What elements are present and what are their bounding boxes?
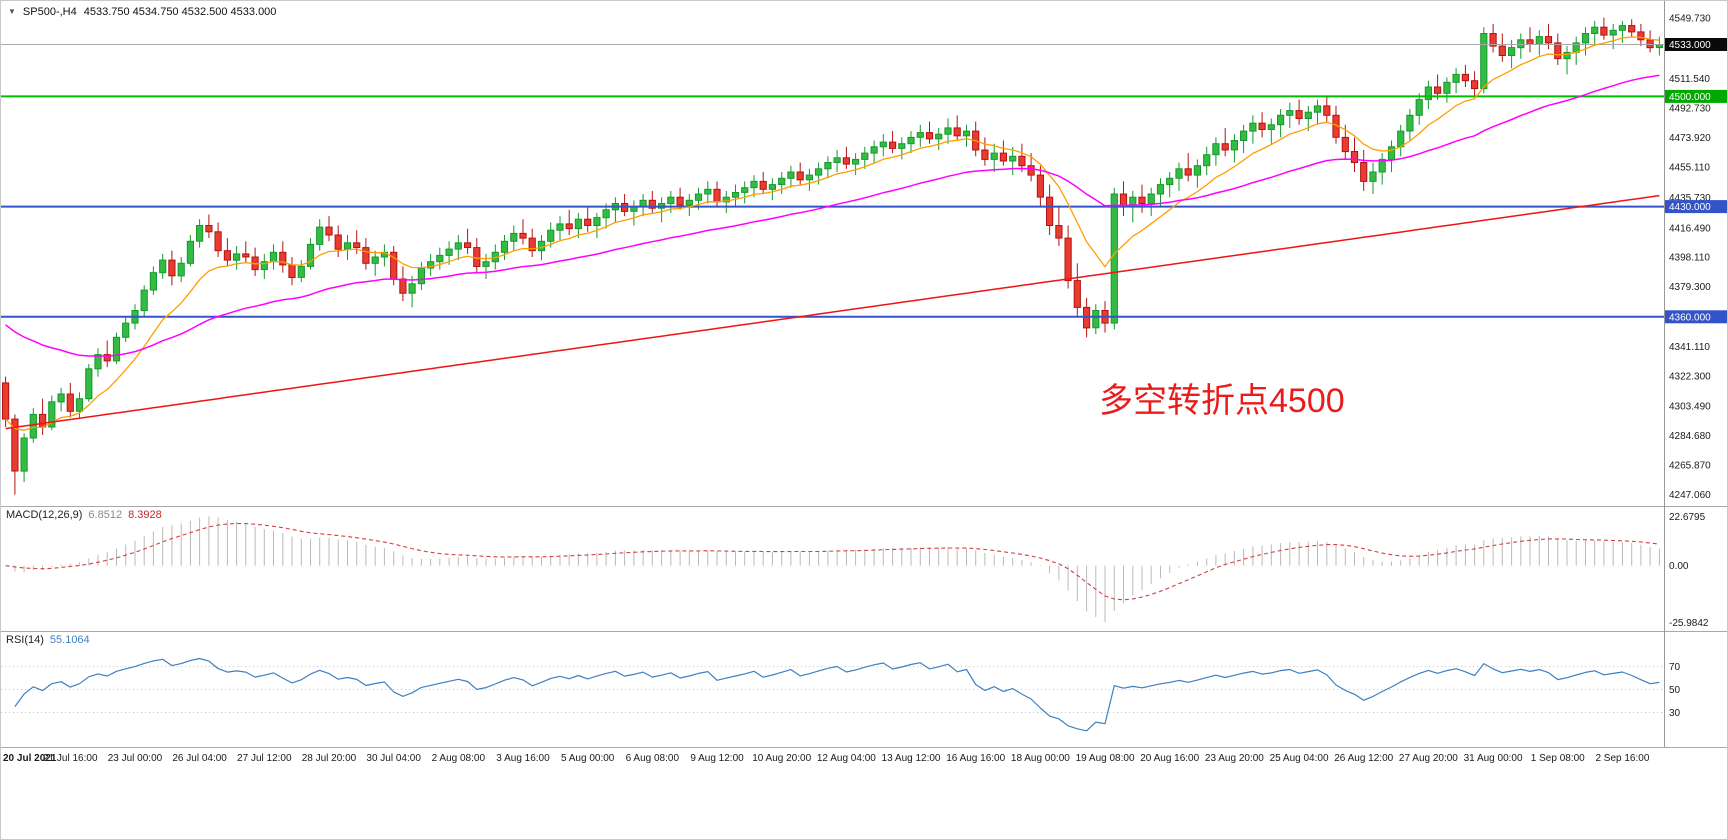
macd-main-value: 6.8512 <box>88 509 123 521</box>
svg-text:4303.490: 4303.490 <box>1669 401 1711 412</box>
macd-signal-value: 8.3928 <box>128 509 162 521</box>
svg-text:4322.300: 4322.300 <box>1669 372 1711 383</box>
price-tag-4430.000 <box>1665 200 1727 214</box>
svg-text:70: 70 <box>1669 662 1681 673</box>
price-tag-4500.000 <box>1665 89 1727 103</box>
svg-text:4533.000: 4533.000 <box>1669 40 1711 51</box>
svg-text:27 Aug 20:00: 27 Aug 20:00 <box>1399 753 1458 764</box>
svg-text:4265.870: 4265.870 <box>1669 460 1711 471</box>
symbol-title: SP500-,H4 <box>22 6 77 18</box>
svg-text:30: 30 <box>1669 708 1681 719</box>
svg-text:10 Aug 20:00: 10 Aug 20:00 <box>752 753 811 764</box>
svg-text:2 Sep 16:00: 2 Sep 16:00 <box>1595 753 1649 764</box>
symbol-triangle-icon[interactable]: ▼ <box>8 7 16 16</box>
svg-text:4430.000: 4430.000 <box>1669 202 1711 213</box>
ohlc-readout: 4533.750 4534.750 4532.500 4533.000 <box>83 6 277 18</box>
svg-text:16 Aug 16:00: 16 Aug 16:00 <box>946 753 1005 764</box>
macd-header: MACD(12,26,9) 6.8512 8.3928 <box>6 509 162 521</box>
svg-text:4492.730: 4492.730 <box>1669 103 1711 114</box>
svg-text:4435.730: 4435.730 <box>1669 193 1711 204</box>
svg-text:0.00: 0.00 <box>1669 561 1689 572</box>
svg-text:20 Aug 16:00: 20 Aug 16:00 <box>1140 753 1199 764</box>
svg-text:5 Aug 00:00: 5 Aug 00:00 <box>561 753 615 764</box>
svg-text:4360.000: 4360.000 <box>1669 312 1711 323</box>
svg-text:31 Aug 00:00: 31 Aug 00:00 <box>1464 753 1523 764</box>
svg-text:4473.920: 4473.920 <box>1669 133 1711 144</box>
svg-text:12 Aug 04:00: 12 Aug 04:00 <box>817 753 876 764</box>
price-axis[interactable]: 4549.730 4511.540 4492.730 4473.920 4455.110… <box>1665 14 1727 501</box>
price-tag-4360.000 <box>1665 310 1727 324</box>
svg-text:26 Aug 12:00: 26 Aug 12:00 <box>1334 753 1393 764</box>
macd-indicator <box>5 516 1660 623</box>
svg-text:13 Aug 12:00: 13 Aug 12:00 <box>882 753 941 764</box>
panel-separators[interactable] <box>1 1 1728 748</box>
macd-label: MACD(12,26,9) <box>6 509 83 521</box>
svg-text:3 Aug 16:00: 3 Aug 16:00 <box>496 753 550 764</box>
rsi-indicator <box>1 657 1664 732</box>
svg-text:4247.060: 4247.060 <box>1669 490 1711 501</box>
chart-annotation-text[interactable]: 多空转折点4500 <box>1099 382 1345 420</box>
rsi-value: 55.1064 <box>49 634 90 646</box>
rsi-scale[interactable]: 70 50 30 <box>1669 662 1681 719</box>
svg-text:26 Jul 04:00: 26 Jul 04:00 <box>172 753 227 764</box>
svg-text:4455.110: 4455.110 <box>1669 163 1710 174</box>
svg-text:28 Jul 20:00: 28 Jul 20:00 <box>302 753 357 764</box>
horizontal-lines[interactable] <box>1 44 1664 318</box>
svg-text:1 Sep 08:00: 1 Sep 08:00 <box>1531 753 1585 764</box>
svg-text:4341.110: 4341.110 <box>1669 342 1710 353</box>
candles <box>2 17 1664 495</box>
svg-text:6 Aug 08:00: 6 Aug 08:00 <box>626 753 680 764</box>
svg-text:50: 50 <box>1669 685 1681 696</box>
svg-text:18 Aug 00:00: 18 Aug 00:00 <box>1011 753 1070 764</box>
svg-text:4284.680: 4284.680 <box>1669 431 1711 442</box>
svg-text:4379.300: 4379.300 <box>1669 282 1711 293</box>
macd-scale[interactable]: 22.6795 0.00 -25.9842 <box>1669 512 1709 629</box>
svg-text:4416.490: 4416.490 <box>1669 223 1711 234</box>
moving-averages <box>5 36 1660 431</box>
svg-text:4511.540: 4511.540 <box>1669 74 1710 85</box>
svg-text:22.6795: 22.6795 <box>1669 512 1706 523</box>
svg-text:27 Jul 12:00: 27 Jul 12:00 <box>237 753 292 764</box>
price-tag-4533.000 <box>1665 38 1727 51</box>
svg-text:2 Aug 08:00: 2 Aug 08:00 <box>432 753 486 764</box>
rsi-header: RSI(14) 55.1064 <box>6 634 90 646</box>
svg-text:4549.730: 4549.730 <box>1669 14 1711 25</box>
svg-text:4398.110: 4398.110 <box>1669 252 1710 263</box>
svg-text:-25.9842: -25.9842 <box>1669 618 1709 629</box>
svg-text:4500.000: 4500.000 <box>1669 92 1711 103</box>
svg-text:19 Aug 08:00: 19 Aug 08:00 <box>1076 753 1135 764</box>
svg-text:23 Jul 00:00: 23 Jul 00:00 <box>108 753 163 764</box>
svg-text:9 Aug 12:00: 9 Aug 12:00 <box>690 753 744 764</box>
svg-text:23 Aug 20:00: 23 Aug 20:00 <box>1205 753 1264 764</box>
symbol-header: ▼ SP500-,H4 4533.750 4534.750 4532.500 4… <box>8 6 276 18</box>
rsi-label: RSI(14) <box>6 634 44 646</box>
svg-text:30 Jul 04:00: 30 Jul 04:00 <box>366 753 421 764</box>
svg-text:21 Jul 16:00: 21 Jul 16:00 <box>43 753 98 764</box>
svg-text:25 Aug 04:00: 25 Aug 04:00 <box>1270 753 1329 764</box>
svg-text:20 Jul 2021: 20 Jul 2021 <box>3 753 57 764</box>
